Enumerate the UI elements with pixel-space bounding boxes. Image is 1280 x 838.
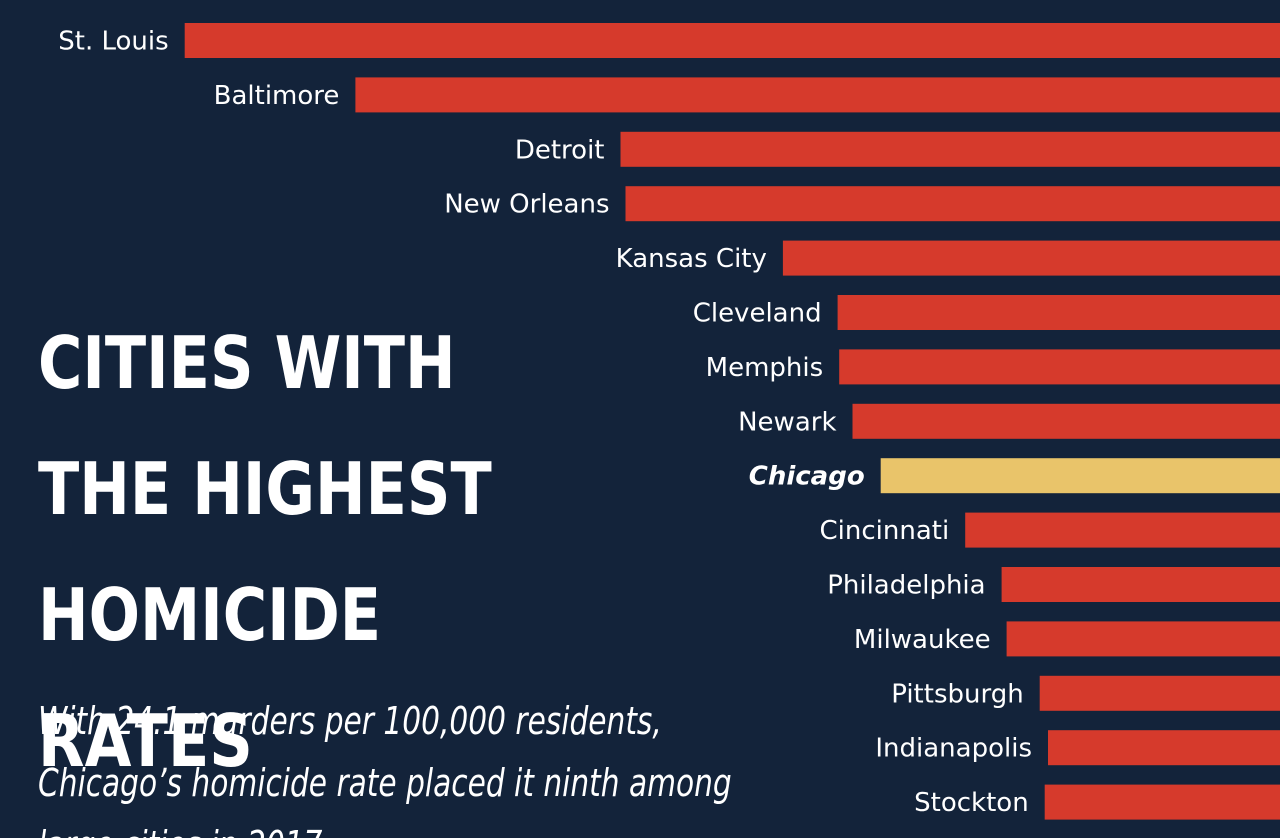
bar-philadelphia <box>1001 567 1280 602</box>
bar-st-louis <box>184 23 1280 58</box>
label-milwaukee: Milwaukee <box>854 625 991 655</box>
chart-title: CITIES WITH THE HIGHEST HOMICIDE RATES <box>38 321 492 783</box>
bar-newark <box>852 403 1280 439</box>
bar-new-orleans <box>625 186 1280 222</box>
label-new-orleans: New Orleans <box>444 190 609 220</box>
bar-cincinnati <box>965 512 1280 548</box>
bar-pittsburgh <box>1039 675 1280 711</box>
label-st-louis: St. Louis <box>58 27 168 57</box>
label-cleveland: Cleveland <box>693 299 822 329</box>
label-cincinnati: Cincinnati <box>820 516 950 546</box>
label-baltimore: Baltimore <box>214 81 340 111</box>
chart-subtitle: With 24.1 murders per 100,000 residents,… <box>38 699 732 838</box>
bar-chicago <box>880 458 1280 494</box>
bar-baltimore <box>355 77 1280 113</box>
label-chicago: Chicago <box>749 462 865 492</box>
label-newark: Newark <box>738 407 836 437</box>
bar-milwaukee <box>1006 621 1280 657</box>
label-kansas-city: Kansas City <box>616 244 767 274</box>
label-detroit: Detroit <box>515 135 605 165</box>
bar-stockton <box>1044 784 1280 820</box>
bar-kansas-city <box>782 240 1280 276</box>
bar-memphis <box>839 349 1280 385</box>
label-indianapolis: Indianapolis <box>875 734 1032 764</box>
label-philadelphia: Philadelphia <box>827 571 985 601</box>
label-memphis: Memphis <box>706 353 824 383</box>
label-stockton: Stockton <box>914 788 1029 818</box>
bar-detroit <box>620 131 1280 167</box>
bar-indianapolis <box>1048 730 1280 766</box>
label-pittsburgh: Pittsburgh <box>891 679 1023 709</box>
bar-cleveland <box>837 295 1280 330</box>
